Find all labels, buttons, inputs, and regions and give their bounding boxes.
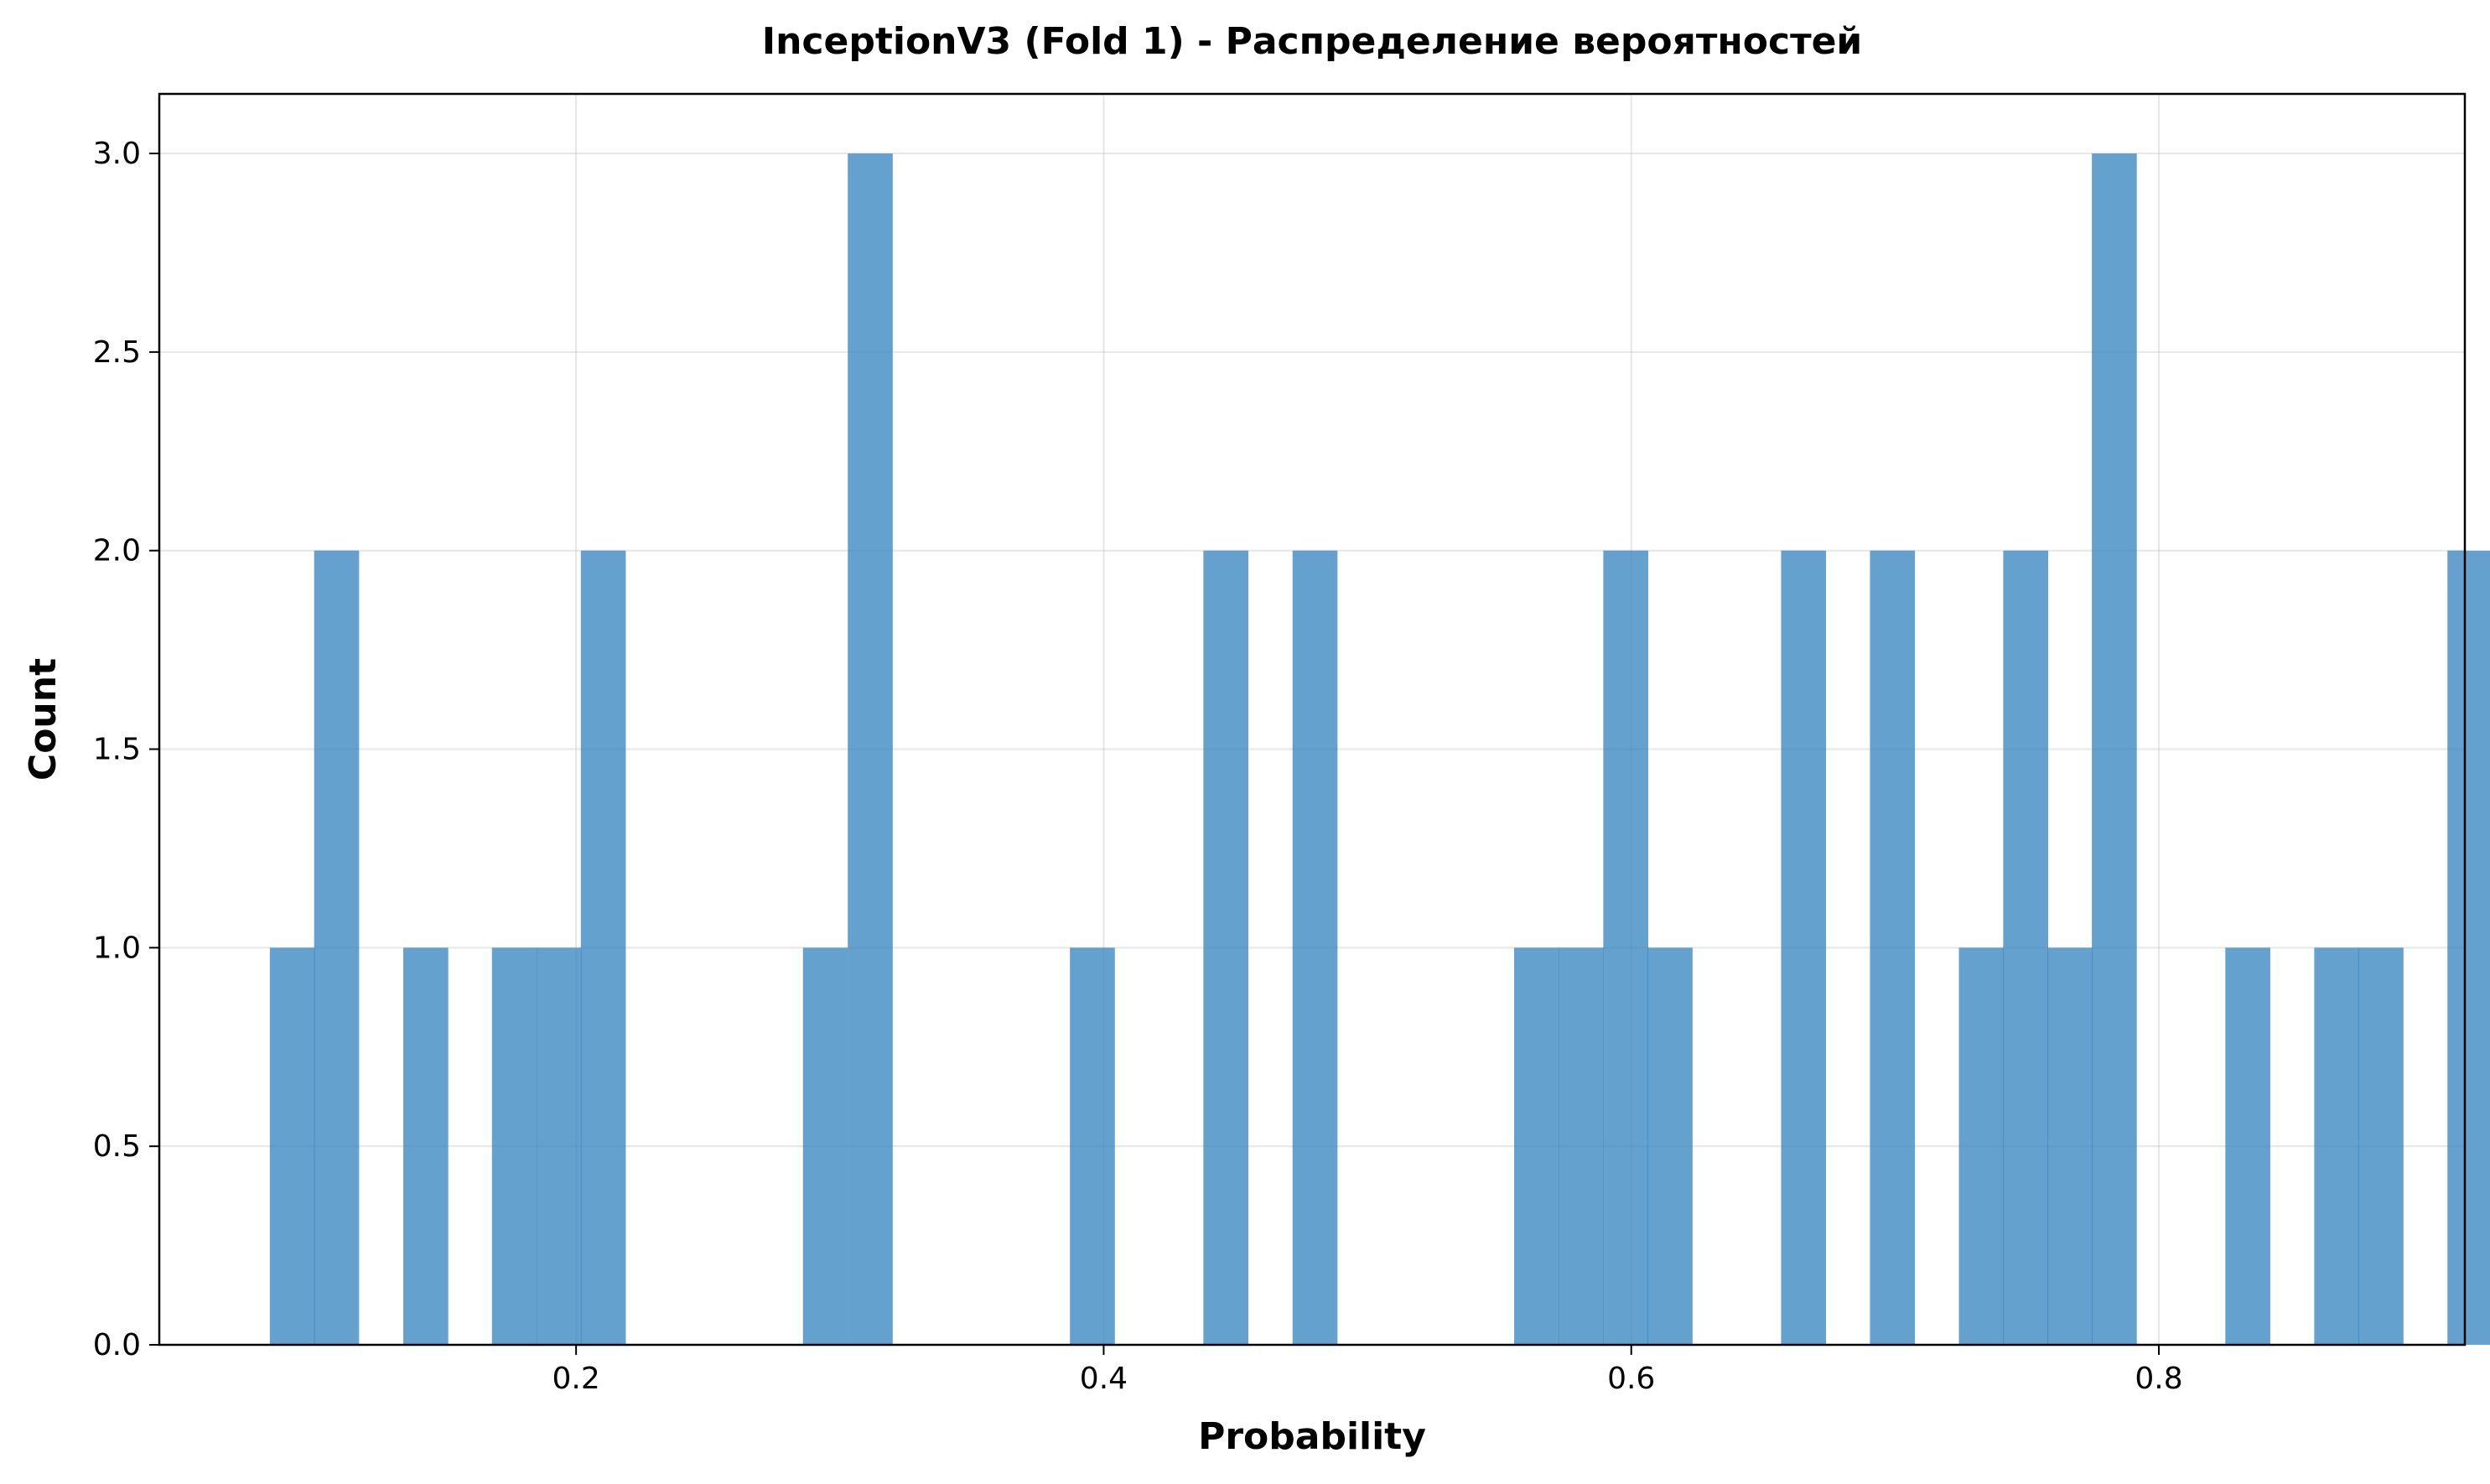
y-tick-label: 2.5 xyxy=(93,335,141,370)
chart-title: InceptionV3 (Fold 1) - Распределение вер… xyxy=(762,20,1863,63)
histogram-bar xyxy=(403,947,449,1345)
histogram-bar xyxy=(1781,550,1827,1345)
y-axis-label: Count xyxy=(22,658,65,781)
y-tick-label: 3.0 xyxy=(93,137,141,171)
histogram-bar xyxy=(491,947,537,1345)
x-tick-label: 0.8 xyxy=(2135,1362,2182,1396)
histogram-bar xyxy=(2358,947,2404,1345)
histogram-bar xyxy=(314,550,360,1345)
histogram-bar xyxy=(802,947,848,1345)
histogram-bar xyxy=(536,947,582,1345)
histogram-bars xyxy=(269,153,2490,1346)
histogram-bar xyxy=(2092,153,2137,1346)
histogram-bar xyxy=(1647,947,1693,1345)
histogram-bar xyxy=(2047,947,2093,1345)
y-axis: 0.0 0.5 1.0 1.5 2.0 2.5 3.0 xyxy=(93,137,159,1362)
histogram-bar xyxy=(1292,550,1338,1345)
y-tick-label: 0.0 xyxy=(93,1328,141,1362)
y-tick-label: 0.5 xyxy=(93,1129,141,1164)
y-tick-label: 1.0 xyxy=(93,931,141,965)
histogram-bar xyxy=(848,153,893,1346)
histogram-bar xyxy=(1870,550,1916,1345)
histogram-bar xyxy=(2003,550,2048,1345)
y-tick-label: 2.0 xyxy=(93,534,141,568)
histogram-bar xyxy=(2314,947,2359,1345)
x-tick-label: 0.2 xyxy=(552,1362,600,1396)
x-axis: 0.2 0.4 0.6 0.8 xyxy=(552,1345,2183,1396)
histogram-bar xyxy=(2447,550,2490,1345)
histogram-bar xyxy=(1070,947,1115,1345)
x-tick-label: 0.4 xyxy=(1080,1362,1128,1396)
histogram-bar xyxy=(1559,947,1604,1345)
histogram-bar xyxy=(1203,550,1248,1345)
x-tick-label: 0.6 xyxy=(1607,1362,1655,1396)
y-tick-label: 1.5 xyxy=(93,733,141,767)
x-axis-label: Probability xyxy=(1198,1415,1426,1458)
histogram-bar xyxy=(580,550,626,1345)
plot-frame xyxy=(158,92,2467,1346)
histogram-bar xyxy=(2225,947,2270,1345)
histogram-bar xyxy=(1514,947,1559,1345)
histogram-bar xyxy=(269,947,315,1345)
histogram-bar xyxy=(1603,550,1648,1345)
histogram-bar xyxy=(1958,947,2005,1345)
